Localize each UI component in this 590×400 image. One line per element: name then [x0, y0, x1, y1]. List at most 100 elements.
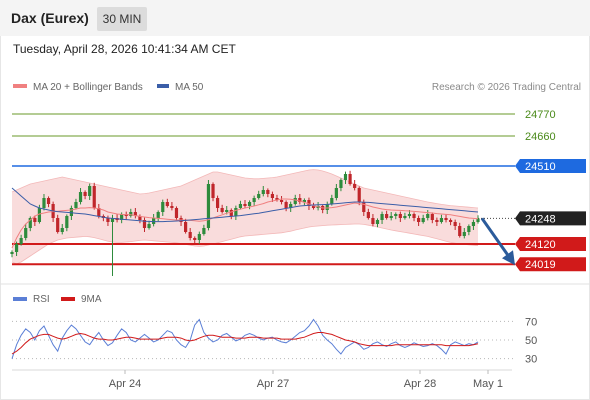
- candle-body: [348, 174, 352, 184]
- rsi-legend-swatch: [13, 297, 27, 301]
- candle-body: [19, 238, 23, 244]
- candle-body: [430, 214, 434, 220]
- price-legend: MA 20 + Bollinger Bands MA 50: [13, 82, 204, 93]
- candle-body: [133, 212, 137, 216]
- candle-body: [28, 218, 32, 228]
- forecast-arrow-head: [502, 250, 515, 266]
- candle-body: [407, 214, 412, 216]
- candle-body: [129, 212, 133, 216]
- candle-body: [238, 204, 243, 208]
- candle-body: [247, 202, 252, 206]
- bollinger-lower-line: [11, 223, 479, 265]
- candle-body: [174, 208, 179, 218]
- candle-body: [56, 218, 60, 232]
- candle-body: [110, 218, 115, 222]
- candle-body: [398, 214, 402, 218]
- rsi-ma-legend-label: 9MA: [81, 294, 102, 305]
- level-label-24019: 24019: [525, 259, 556, 271]
- candle-body: [234, 208, 238, 216]
- candle-body: [330, 198, 334, 204]
- rsi-line: [11, 318, 479, 359]
- candle-body: [252, 198, 256, 202]
- candle-body: [298, 198, 302, 202]
- candle-body: [476, 218, 480, 222]
- candle-body: [60, 228, 64, 232]
- candle-body: [74, 202, 78, 208]
- candle-body: [120, 214, 124, 220]
- x-tick-label: Apr 28: [404, 378, 436, 390]
- candle-body: [471, 222, 476, 226]
- candle-body: [225, 210, 229, 212]
- candle-body: [266, 190, 270, 194]
- rsi-ma-legend-swatch: [61, 297, 75, 301]
- rsi-tick-label-30: 30: [525, 354, 537, 366]
- x-tick-label: May 1: [473, 378, 503, 390]
- rsi-legend: RSI 9MA: [13, 294, 102, 305]
- candle-body: [380, 214, 384, 220]
- candle-body: [88, 186, 92, 196]
- candle-body: [444, 218, 448, 220]
- candle-body: [284, 202, 288, 208]
- candle-body: [106, 218, 110, 222]
- candle-body: [165, 202, 169, 206]
- candle-body: [439, 218, 444, 222]
- candle-body: [366, 212, 370, 218]
- level-tag-24120: [515, 237, 586, 251]
- candle-body: [156, 212, 160, 218]
- candle-body: [435, 220, 439, 222]
- candle-body: [257, 194, 261, 198]
- candle-body: [261, 190, 265, 194]
- price-plot: 24770 24660 24510 24248 24120 24019: [0, 109, 590, 285]
- level-label-24120: 24120: [525, 239, 556, 251]
- level-label-24660: 24660: [525, 131, 556, 143]
- candle-body: [37, 208, 42, 222]
- candle-body: [147, 224, 151, 228]
- rsi-tick-label-70: 70: [525, 316, 537, 328]
- level-tag-24248: [515, 211, 586, 226]
- candle-body: [243, 204, 247, 206]
- candle-body: [197, 234, 201, 240]
- candle-body: [188, 232, 192, 238]
- candle-body: [65, 216, 69, 228]
- candle-body: [375, 220, 380, 224]
- candle-body: [46, 198, 51, 204]
- candle-body: [293, 198, 297, 204]
- x-tick-label: Apr 27: [257, 378, 289, 390]
- candle-body: [394, 214, 398, 216]
- candle-body: [206, 184, 211, 228]
- candle-body: [371, 218, 375, 224]
- candle-body: [142, 220, 147, 228]
- candle-body: [417, 218, 421, 222]
- level-tag-24510: [515, 159, 586, 173]
- bollinger-upper-line: [11, 169, 479, 209]
- timeframe-badge[interactable]: 30 MIN: [97, 7, 147, 31]
- candle-body: [202, 228, 206, 234]
- candle-body: [211, 184, 215, 198]
- instrument-title: Dax (Eurex): [11, 10, 89, 26]
- ma20-legend-label: MA 20 + Bollinger Bands: [33, 82, 143, 93]
- candle-body: [24, 228, 28, 238]
- ma20-legend-swatch: [13, 84, 27, 88]
- candle-body: [389, 216, 393, 218]
- candle-body: [421, 218, 425, 222]
- level-label-24510: 24510: [525, 161, 556, 173]
- candle-body: [453, 222, 457, 226]
- candle-body: [302, 200, 306, 202]
- candle-body: [334, 188, 338, 198]
- candle-body: [412, 214, 416, 218]
- candle-body: [215, 198, 220, 208]
- candle-body: [353, 184, 357, 188]
- candle-body: [10, 252, 14, 254]
- candle-body: [311, 206, 316, 208]
- candle-body: [83, 192, 87, 196]
- candle-body: [78, 192, 83, 202]
- candle-body: [403, 216, 407, 218]
- candle-body: [339, 180, 343, 188]
- timestamp: Tuesday, April 28, 2026 10:41:34 AM CET: [13, 42, 236, 56]
- rsi-ma-line: [11, 332, 479, 355]
- x-axis: Apr 24 Apr 27 Apr 28 May 1: [12, 369, 512, 390]
- candle-body: [220, 208, 224, 212]
- candle-body: [325, 204, 329, 210]
- rsi-legend-label: RSI: [33, 294, 50, 305]
- candle-body: [307, 200, 311, 206]
